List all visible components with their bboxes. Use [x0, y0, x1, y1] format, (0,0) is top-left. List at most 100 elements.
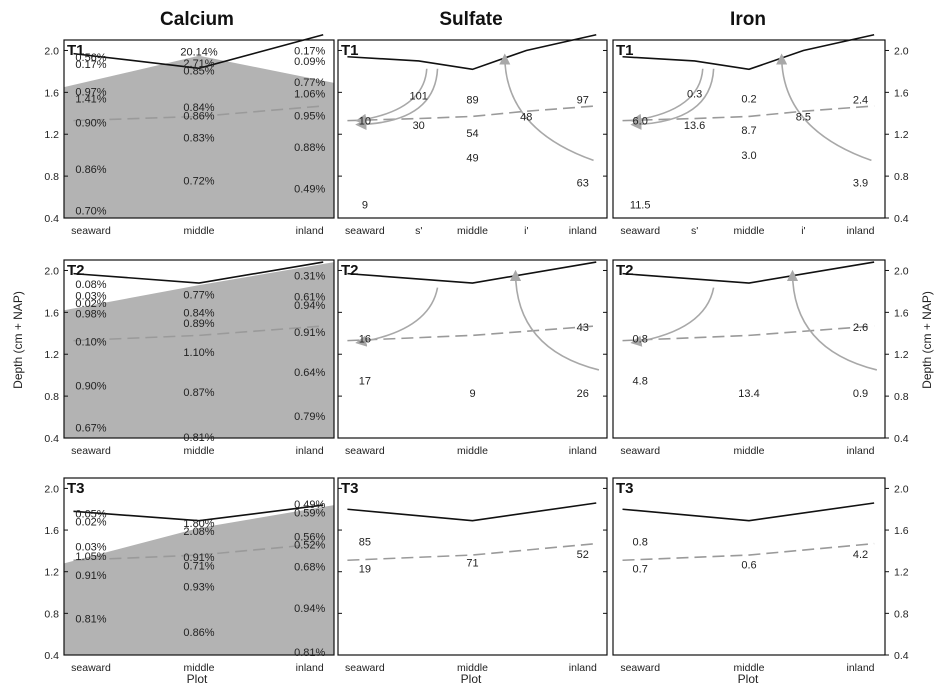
sulfate-t3-xtick-inland: inland: [569, 662, 597, 674]
iron-t1-dashed-line: [622, 105, 875, 122]
iron-t1-arrow-seaward: [630, 68, 704, 125]
calcium-t1-dashed-line: [73, 105, 324, 122]
calcium-t2-value-label: 0.91%: [294, 327, 325, 339]
calcium-t3-panel-label: T3: [67, 480, 85, 497]
calcium-t2-value-label: 0.87%: [183, 387, 214, 399]
iron-t1-value-label: 11.5: [630, 199, 651, 211]
iron-t3-surface-line: [622, 502, 875, 522]
sulfate-t1-xtick-i-prime: i': [524, 225, 528, 237]
calcium-t3-ytick-label: 1.2: [44, 567, 59, 579]
calcium-t2-value-label: 0.79%: [294, 411, 325, 423]
calcium-t2-value-label: 0.98%: [75, 308, 106, 320]
iron-t3-value-label: 4.2: [853, 549, 868, 561]
iron-t3-value-label: 0.8: [633, 537, 648, 549]
sulfate-t2-frame: [337, 259, 608, 439]
calcium-t3-shaded-area: [64, 505, 334, 655]
calcium-t3-value-label: 0.71%: [183, 560, 214, 572]
iron-t2-arrow-seaward: [630, 287, 715, 347]
sulfate-t1-xtick-seaward: seaward: [345, 225, 385, 237]
calcium-t1-value-label: 0.17%: [294, 45, 325, 57]
calcium-t1-value-label: 0.90%: [75, 118, 106, 130]
sulfate-t3-panel-label: T3: [341, 480, 359, 497]
calcium-t2-surface-line: [73, 261, 324, 284]
calcium-t2-value-label: 0.03%: [75, 291, 106, 303]
iron-t2-value-label: 2.6: [853, 322, 868, 334]
calcium-t2-value-label: 0.90%: [75, 381, 106, 393]
calcium-t1-ytick-label: 2.0: [44, 45, 59, 57]
iron-t3-ytick-label: 2.0: [894, 483, 909, 495]
calcium-t3-value-label: 1.80%: [183, 518, 214, 530]
iron-t1-value-label: 2.4: [853, 95, 868, 107]
sulfate-t3-value-label: 85: [359, 537, 371, 549]
calcium-t2-dashed-line: [73, 325, 324, 342]
iron-t3-value-label: 0.7: [633, 564, 648, 576]
panel-sulfate-t1: T1 seaward s' middle i' inland 10 9 101 30 89 54 49 4…: [337, 33, 608, 237]
iron-t1-xtick-s-prime: s': [691, 225, 698, 237]
calcium-t3-xtick-seaward: seaward: [71, 662, 111, 674]
sulfate-t2-panel-label: T2: [341, 262, 359, 279]
iron-t1-ytick-label: 1.6: [894, 87, 909, 99]
calcium-t1-value-label: 0.84%: [183, 102, 214, 114]
calcium-t3-value-label: 0.59%: [294, 507, 325, 519]
calcium-t1-value-label: 0.83%: [183, 132, 214, 144]
iron-t1-value-label: 0.2: [741, 94, 756, 106]
sulfate-t1-arrow-seaward-2: [355, 68, 439, 130]
sulfate-t2-value-label: 26: [577, 388, 589, 400]
sulfate-t1-value-label: 101: [410, 90, 428, 102]
sulfate-t2-xtick-inland: inland: [569, 445, 597, 457]
calcium-t1-value-label: 0.85%: [183, 65, 214, 77]
calcium-t3-value-label: 0.81%: [294, 647, 325, 659]
calcium-t2-value-label: 0.10%: [75, 337, 106, 349]
iron-t2-value-label: 0.8: [633, 334, 648, 346]
iron-t3-xtick-middle: middle: [734, 662, 765, 674]
calcium-t1-value-label: 0.77%: [294, 77, 325, 89]
sulfate-t1-xtick-inland: inland: [569, 225, 597, 237]
iron-t3-dashed-line: [622, 542, 875, 562]
iron-t1-arrow-inland: [776, 53, 872, 162]
panel-calcium-t3: T3 0.4 0.8 1.2 1.6 2.0 seaward middle inland 0.05…: [44, 477, 335, 674]
sulfate-t1-xtick-middle: middle: [457, 225, 488, 237]
iron-t3-xtick-inland: inland: [847, 662, 875, 674]
calcium-t1-ytick-label: 0.4: [44, 213, 59, 225]
iron-t1-ytick-label: 0.4: [894, 213, 909, 225]
sulfate-t3-frame: [337, 477, 608, 656]
sulfate-t2-dashed-line: [347, 325, 597, 342]
iron-t1-xtick-seaward: seaward: [620, 225, 660, 237]
iron-t1-value-label: 8.5: [796, 111, 811, 123]
calcium-t1-value-label: 1.41%: [75, 94, 106, 106]
sulfate-t2-xtick-middle: middle: [457, 445, 488, 457]
iron-t3-xtick-seaward: seaward: [620, 662, 660, 674]
sulfate-t1-value-label: 9: [362, 199, 368, 211]
iron-t3-ytick-label: 0.8: [894, 608, 909, 620]
iron-t2-value-label: 4.8: [633, 375, 648, 387]
sulfate-t1-value-label: 49: [466, 152, 478, 164]
calcium-t1-xtick-middle: middle: [184, 225, 215, 237]
calcium-t3-value-label: 0.94%: [294, 603, 325, 615]
sulfate-t3-value-label: 19: [359, 564, 371, 576]
iron-t3-ytick-label: 1.6: [894, 525, 909, 537]
iron-t1-value-label: 6.0: [633, 116, 648, 128]
sulfate-t2-xtick-seaward: seaward: [345, 445, 385, 457]
calcium-t1-value-label: 1.06%: [294, 88, 325, 100]
sulfate-t1-value-label: 63: [577, 177, 589, 189]
iron-t1-value-label: 3.0: [741, 150, 756, 162]
calcium-t2-xtick-inland: inland: [296, 445, 324, 457]
calcium-t3-value-label: 0.91%: [75, 570, 106, 582]
panel-iron-t1: T1 0.4 0.8 1.2 1.6 2.0 seaward s' middle i' inland…: [612, 33, 909, 237]
calcium-t2-value-label: 0.81%: [183, 432, 214, 444]
calcium-t2-xtick-middle: middle: [184, 445, 215, 457]
calcium-t1-value-label: 0.86%: [183, 110, 214, 122]
calcium-t1-value-label: 0.70%: [75, 206, 106, 218]
calcium-t1-value-label: 0.49%: [294, 184, 325, 196]
calcium-t2-value-label: 0.02%: [75, 298, 106, 310]
panel-sulfate-t2: T2 seaward middle inland 16 17 9 43 26: [337, 259, 608, 457]
calcium-t3-value-label: 0.56%: [294, 531, 325, 543]
iron-t3-panel-label: T3: [616, 480, 634, 497]
calcium-t3-value-label: 0.49%: [294, 499, 325, 511]
sulfate-t3-value-label: 71: [466, 557, 478, 569]
calcium-t1-shaded-area: [64, 55, 334, 218]
calcium-t1-value-label: 20.14%: [180, 47, 218, 59]
iron-t1-value-label: 13.6: [684, 120, 705, 132]
calcium-t2-value-label: 0.31%: [294, 271, 325, 283]
